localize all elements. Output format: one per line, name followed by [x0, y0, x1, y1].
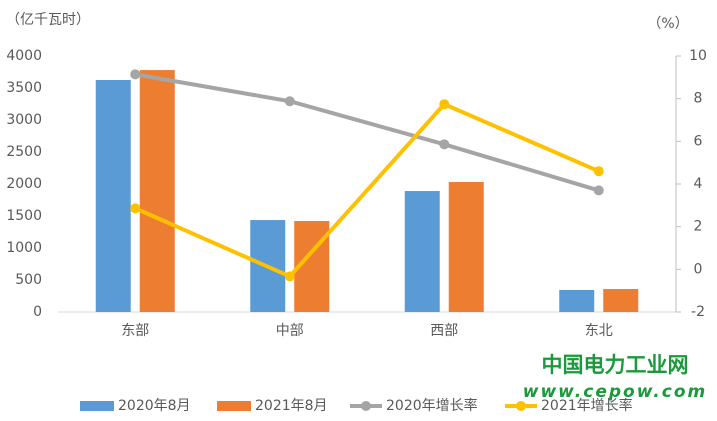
- bar: [139, 70, 175, 312]
- y2-tick-label: 0: [694, 261, 703, 277]
- y-tick-label: 1000: [6, 240, 42, 256]
- legend-label: 2020年8月: [118, 398, 191, 414]
- legend-label: 2021年8月: [255, 398, 328, 414]
- watermark-url: www.cepow.com: [523, 382, 708, 402]
- legend-swatch: [217, 401, 251, 411]
- line-marker: [284, 96, 295, 107]
- y2-tick-label: 4: [694, 176, 703, 192]
- y-tick-label: 3500: [6, 80, 42, 96]
- x-tick-label: 东北: [585, 323, 613, 339]
- y-tick-label: 3000: [6, 112, 42, 128]
- bar: [603, 289, 639, 312]
- line-marker: [130, 203, 141, 214]
- line-marker: [130, 69, 141, 80]
- y2-tick-label: 2: [694, 219, 703, 235]
- y2-tick-label: -2: [691, 304, 705, 320]
- x-tick-label: 中部: [276, 323, 304, 339]
- line: [134, 72, 600, 193]
- y-tick-label: 2000: [6, 176, 42, 192]
- watermark-name: 中国电力工业网: [542, 353, 689, 377]
- x-tick-label: 东部: [121, 323, 149, 339]
- y-tick-label: 1500: [6, 208, 42, 224]
- y2-tick-label: 8: [694, 91, 703, 107]
- x-tick-label: 西部: [430, 323, 458, 339]
- y-tick-label: 4000: [6, 48, 42, 64]
- y-tick-label: 2500: [6, 144, 42, 160]
- line-marker: [284, 271, 295, 282]
- y2-tick-label: 6: [694, 133, 703, 149]
- bar: [404, 191, 440, 312]
- legend-swatch: [80, 401, 114, 411]
- line-marker: [439, 139, 450, 150]
- legend-label: 2020年增长率: [386, 397, 478, 414]
- y2-tick-label: 10: [689, 48, 707, 64]
- y2-axis-label: （%）: [647, 16, 688, 32]
- y-tick-label: 500: [15, 272, 42, 288]
- y-tick-label: 0: [33, 304, 42, 320]
- line-marker: [593, 166, 604, 177]
- legend-marker: [361, 401, 371, 411]
- line-marker: [439, 99, 450, 110]
- bar: [559, 289, 595, 312]
- legend-marker: [516, 401, 526, 411]
- bar: [448, 182, 484, 312]
- legend-label: 2021年增长率: [541, 397, 633, 414]
- y-axis-label: （亿千瓦时）: [6, 12, 90, 28]
- bar: [95, 80, 131, 312]
- line-marker: [593, 185, 604, 196]
- line: [134, 102, 600, 279]
